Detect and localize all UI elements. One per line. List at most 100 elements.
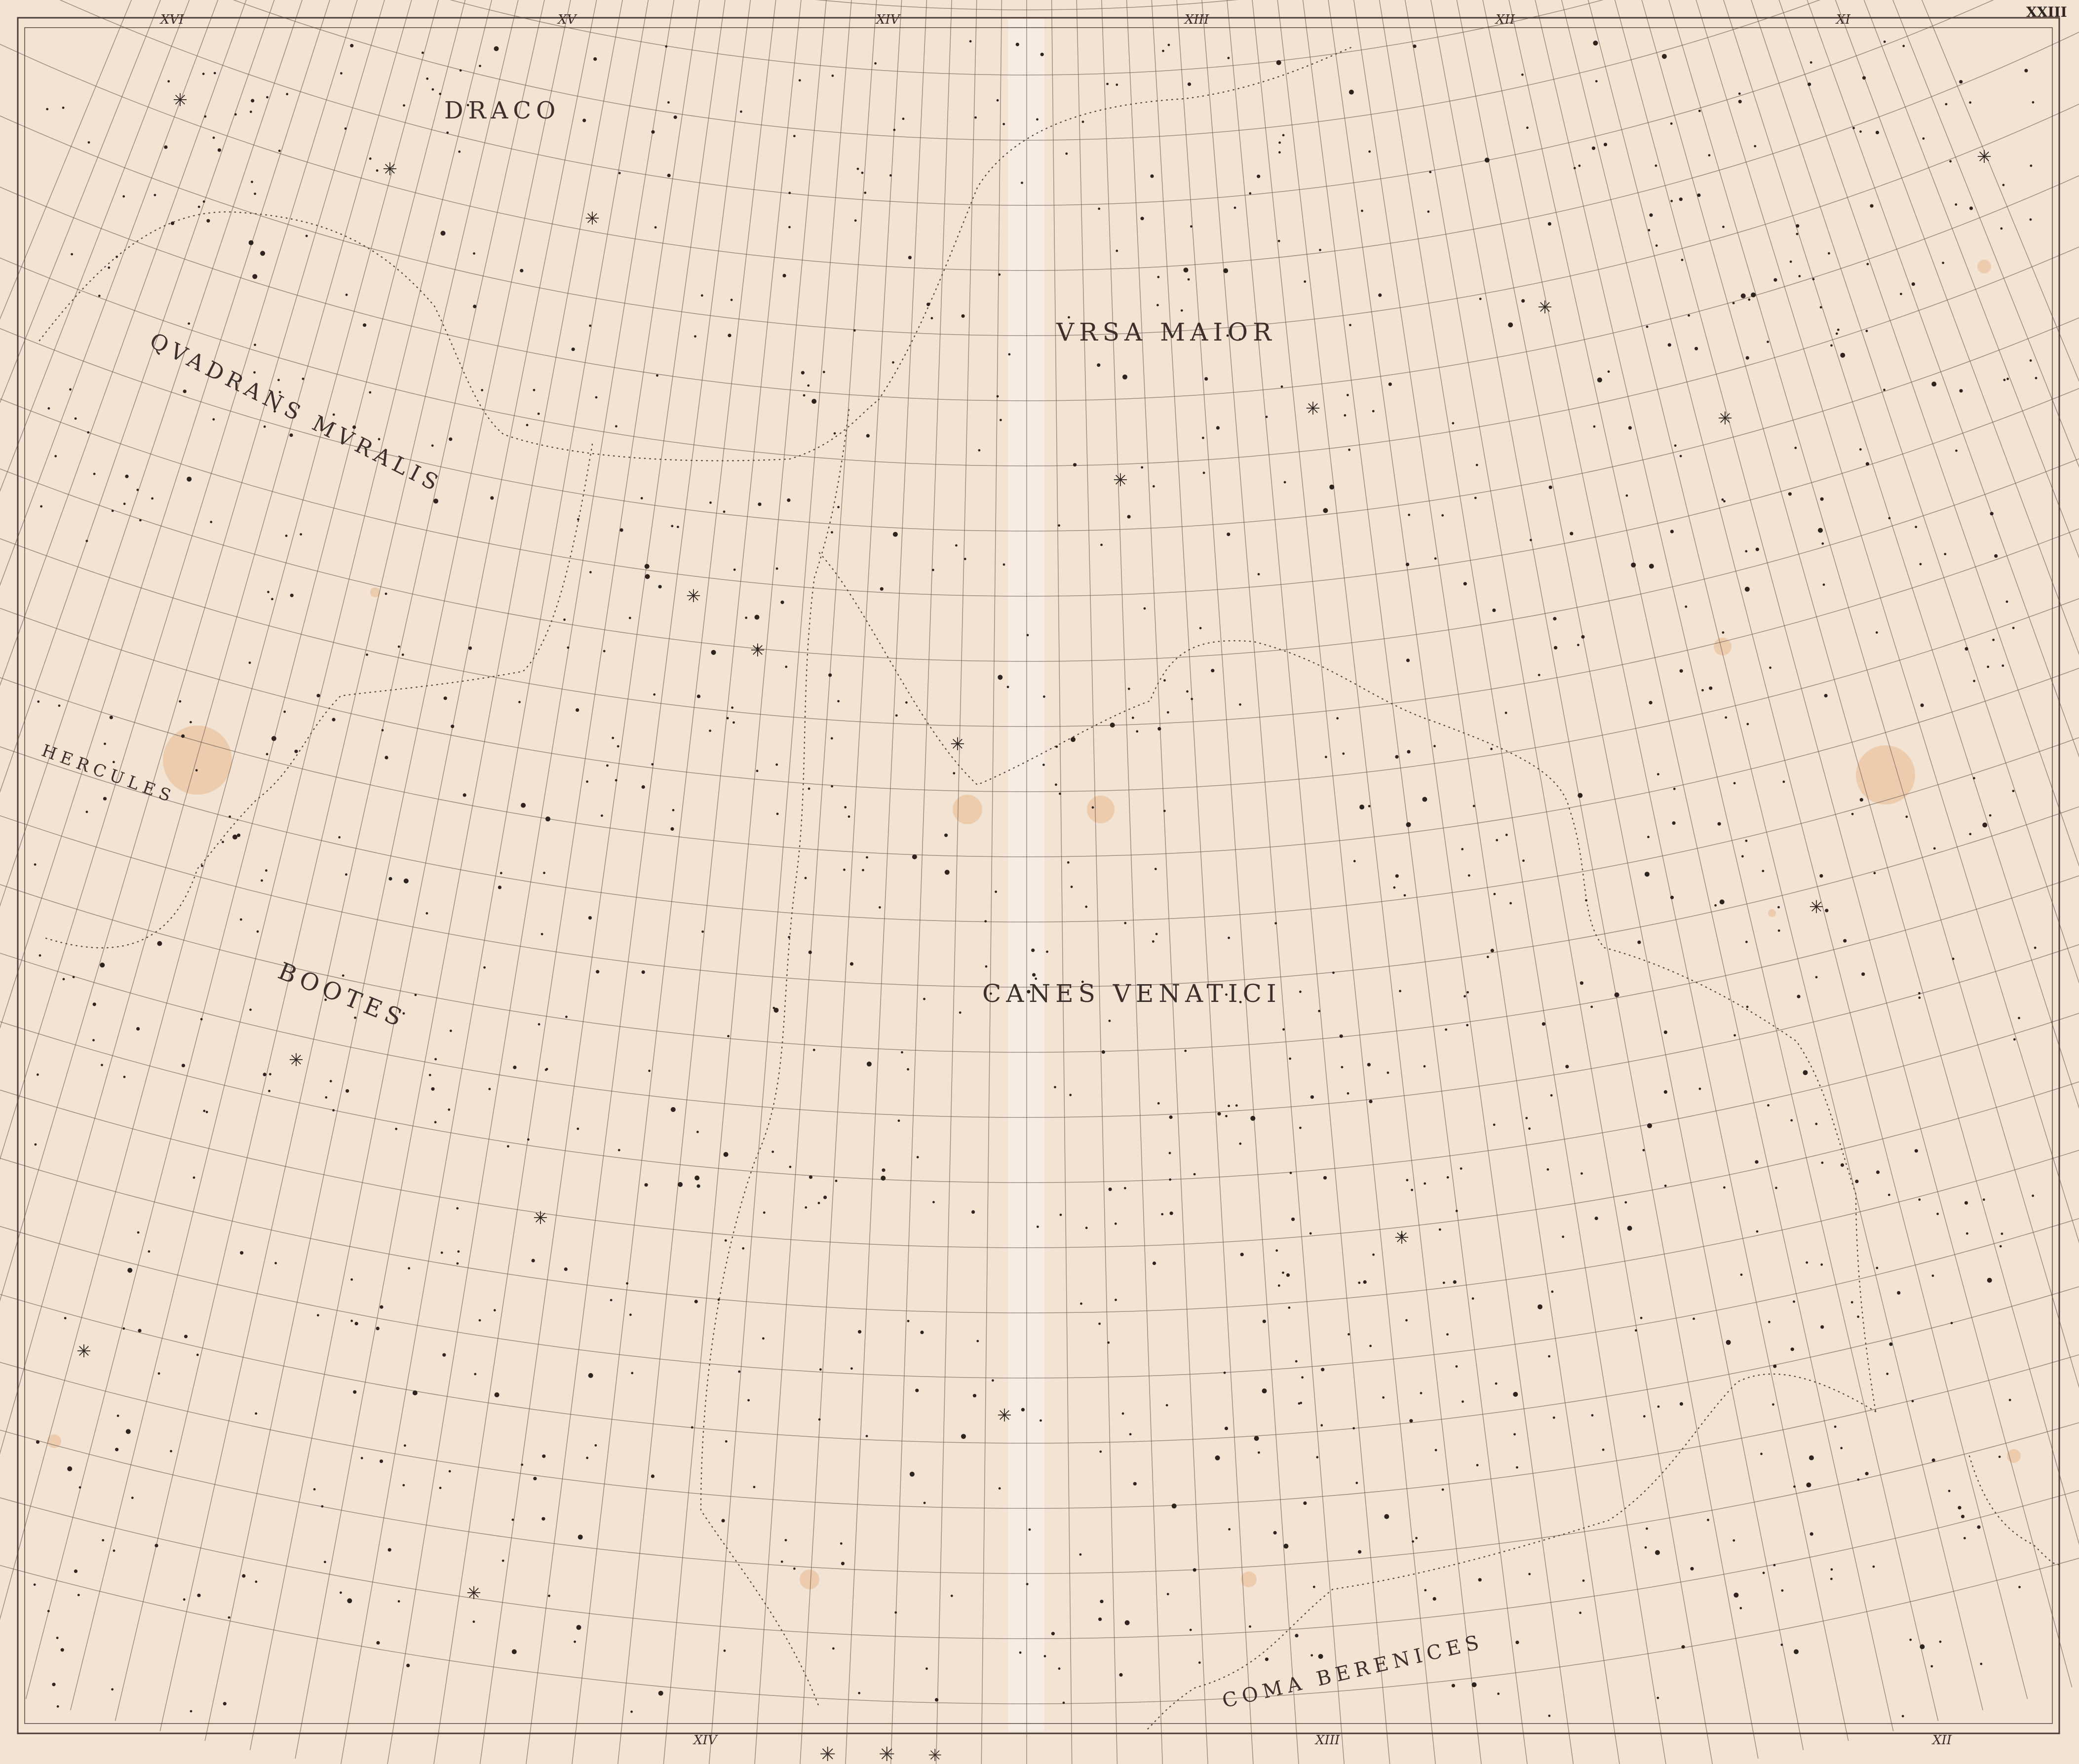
star-dot <box>104 742 106 745</box>
star-dot <box>955 544 958 547</box>
star-dot <box>1312 1585 1315 1588</box>
star-dot <box>996 395 999 398</box>
star-dot <box>242 1574 246 1578</box>
star-dot <box>944 870 950 875</box>
star-dot <box>1348 448 1351 451</box>
star-dot <box>1042 764 1045 766</box>
star-dot <box>1358 1281 1361 1284</box>
star-dot <box>1994 554 1998 558</box>
star-dot <box>808 1175 813 1179</box>
star-dot <box>1982 822 1988 828</box>
star-dot <box>784 1539 787 1541</box>
star-dot <box>451 725 455 729</box>
boundary-bootes-canes <box>700 409 850 1709</box>
bright-star-icon: ✳ <box>1718 409 1732 429</box>
star-dot <box>756 769 759 772</box>
star-dot <box>1202 471 1205 474</box>
star-dot <box>1738 92 1741 95</box>
bright-star-icon: ✳ <box>77 1342 91 1362</box>
star-dot <box>1643 1415 1646 1418</box>
star-dot <box>92 1039 95 1041</box>
star-dot <box>157 1372 160 1375</box>
star-dot <box>300 533 302 536</box>
star-dot <box>1886 1373 1889 1375</box>
star-dot <box>223 1702 227 1706</box>
star-dot <box>206 219 210 223</box>
star-dot <box>882 1168 886 1172</box>
star-dot <box>56 1705 59 1708</box>
star-dot <box>998 273 1001 276</box>
star-dot <box>1433 745 1436 748</box>
star-dot <box>269 1073 271 1075</box>
stain <box>1977 260 1991 273</box>
star-dot <box>1862 76 1866 80</box>
star-dot <box>1740 293 1746 299</box>
star-dot <box>1550 1094 1553 1097</box>
star-dot <box>1888 517 1891 520</box>
star-dot <box>1857 1315 1860 1318</box>
star-dot <box>1964 1537 1966 1539</box>
star-dot <box>1368 150 1371 153</box>
star-dot <box>1875 631 1878 634</box>
star-dot <box>1225 1114 1228 1117</box>
star-dot <box>1834 1425 1837 1428</box>
star-dot <box>1948 1490 1951 1493</box>
star-dot <box>653 693 656 696</box>
star-dot <box>671 525 674 528</box>
star-dot <box>1467 874 1470 877</box>
star-dot <box>1552 1416 1555 1419</box>
star-dot <box>615 779 617 782</box>
star-dot <box>1406 1179 1409 1182</box>
star-dot <box>1591 146 1596 150</box>
star-dot <box>1959 389 1963 393</box>
star-dot <box>1755 547 1759 551</box>
star-dot <box>507 1145 509 1148</box>
star-dot <box>582 118 586 122</box>
star-dot <box>249 1008 252 1011</box>
star-dot <box>902 117 905 120</box>
star-dot <box>34 1143 37 1146</box>
star-dot <box>1649 564 1654 569</box>
star-dot <box>1794 1649 1799 1654</box>
star-dot <box>1526 126 1529 129</box>
star-dot <box>278 391 281 393</box>
star-dot <box>571 347 575 351</box>
star-dot <box>1657 773 1659 776</box>
star-dot <box>1930 1665 1933 1668</box>
star-dot <box>197 1593 201 1597</box>
star-dot <box>1788 492 1792 496</box>
star-dot <box>192 1176 195 1179</box>
star-dot <box>1809 1455 1814 1460</box>
star-dot <box>1980 1662 1983 1665</box>
meridian-line <box>159 0 545 1731</box>
star-dot <box>775 567 778 570</box>
star-dot <box>1973 680 1976 683</box>
star-dot <box>1812 278 1815 280</box>
star-dot <box>564 1267 568 1271</box>
star-dot <box>998 675 1003 680</box>
star-dot <box>916 1156 919 1158</box>
star-dot <box>1873 872 1876 875</box>
star-dot <box>1361 209 1363 212</box>
star-dot <box>462 793 466 797</box>
star-dot <box>439 1487 442 1490</box>
star-dot <box>111 1688 114 1691</box>
star-dot <box>47 407 50 410</box>
star-dot <box>847 815 850 818</box>
star-dot <box>1002 563 1005 566</box>
star-dot <box>862 869 864 872</box>
star-dot <box>837 700 840 703</box>
star-dot <box>805 1206 808 1209</box>
star-dot <box>1861 972 1865 976</box>
star-dot <box>1959 80 1963 84</box>
star-dot <box>1732 1539 1735 1542</box>
star-dot <box>1300 1402 1303 1404</box>
star-dot <box>1697 193 1701 197</box>
star-dot <box>545 1068 548 1071</box>
star-dot <box>1698 110 1701 113</box>
star-dot <box>472 1620 475 1623</box>
meridian-line <box>1076 0 1118 1764</box>
star-dot <box>1722 631 1725 634</box>
star-dot <box>1036 118 1039 121</box>
star-dot <box>1719 899 1725 905</box>
